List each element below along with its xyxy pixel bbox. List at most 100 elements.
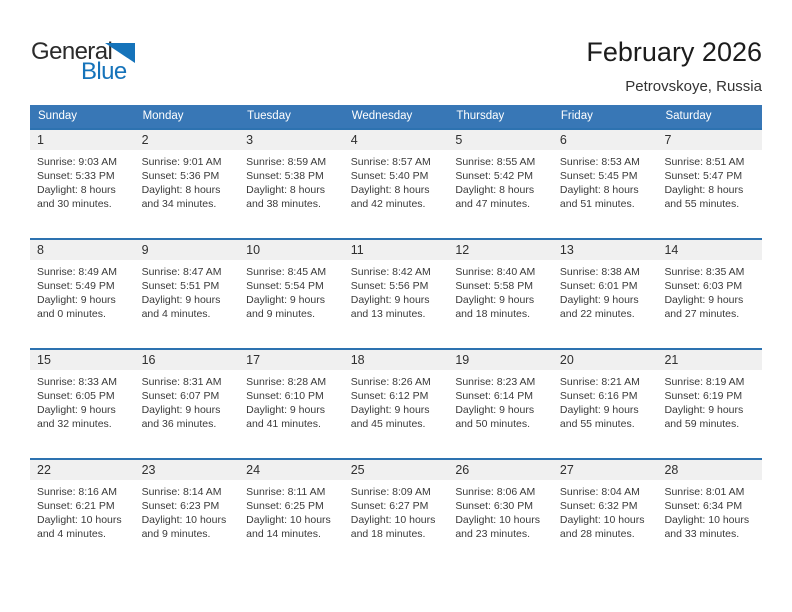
day-sunset-text: Sunset: 6:23 PM xyxy=(141,500,220,512)
day-sunset-text: Sunset: 6:01 PM xyxy=(559,280,638,292)
day-details: Sunrise: 8:23 AM Sunset: 6:14 PM Daylight:… xyxy=(448,370,553,431)
day-number: 7 xyxy=(657,130,763,150)
week-row: 1 Sunrise: 9:03 AM Sunset: 5:33 PM Daylight… xyxy=(30,128,763,238)
weekday-header-row: Sunday Monday Tuesday Wednesday Thursday… xyxy=(30,105,762,128)
day-sunset-text: Sunset: 5:47 PM xyxy=(664,170,743,182)
day-number: 10 xyxy=(239,240,344,260)
day-number: 6 xyxy=(552,130,658,150)
day-sunrise-text: Sunrise: 8:04 AM xyxy=(559,486,640,498)
day-daylight-text: Daylight: 8 hours and 42 minutes. xyxy=(350,184,430,210)
day-daylight-text: Daylight: 10 hours and 28 minutes. xyxy=(559,514,645,540)
day-sunset-text: Sunset: 6:34 PM xyxy=(664,500,743,512)
day-sunset-text: Sunset: 6:14 PM xyxy=(455,390,533,402)
day-cell: 21 Sunrise: 8:19 AM Sunset: 6:19 PM Dayligh… xyxy=(657,350,763,458)
day-sunset-text: Sunset: 5:51 PM xyxy=(141,280,220,292)
day-sunset-text: Sunset: 5:45 PM xyxy=(559,170,638,182)
day-number: 4 xyxy=(343,130,449,150)
weekday-header-wednesday: Wednesday xyxy=(351,110,413,122)
day-sunrise-text: Sunrise: 8:19 AM xyxy=(664,376,745,388)
day-number: 13 xyxy=(552,240,658,260)
day-cell: 25 Sunrise: 8:09 AM Sunset: 6:27 PM Dayligh… xyxy=(343,460,449,568)
day-cell: 10 Sunrise: 8:45 AM Sunset: 5:54 PM Dayligh… xyxy=(239,240,344,348)
day-details: Sunrise: 8:47 AM Sunset: 5:51 PM Daylight:… xyxy=(135,260,240,321)
day-sunrise-text: Sunrise: 9:03 AM xyxy=(37,156,117,168)
day-sunrise-text: Sunrise: 9:01 AM xyxy=(141,156,222,168)
day-details: Sunrise: 8:59 AM Sunset: 5:38 PM Daylight:… xyxy=(239,150,344,211)
day-details: Sunrise: 8:21 AM Sunset: 6:16 PM Daylight:… xyxy=(553,370,658,431)
day-daylight-text: Daylight: 9 hours and 50 minutes. xyxy=(455,404,535,430)
week-row: 15 Sunrise: 8:33 AM Sunset: 6:05 PM Dayligh… xyxy=(30,348,763,458)
day-details: Sunrise: 9:03 AM Sunset: 5:33 PM Daylight:… xyxy=(30,150,135,211)
day-details: Sunrise: 8:11 AM Sunset: 6:25 PM Daylight:… xyxy=(239,480,344,541)
day-daylight-text: Daylight: 8 hours and 47 minutes. xyxy=(455,184,535,210)
day-details: Sunrise: 8:31 AM Sunset: 6:07 PM Daylight:… xyxy=(135,370,240,431)
day-number: 19 xyxy=(448,350,553,370)
day-details: Sunrise: 8:33 AM Sunset: 6:05 PM Daylight:… xyxy=(30,370,135,431)
weekday-header-tuesday: Tuesday xyxy=(247,110,291,122)
day-sunrise-text: Sunrise: 8:31 AM xyxy=(141,376,222,388)
day-daylight-text: Daylight: 9 hours and 18 minutes. xyxy=(455,294,535,320)
day-sunset-text: Sunset: 6:32 PM xyxy=(559,500,638,512)
day-details: Sunrise: 8:35 AM Sunset: 6:03 PM Daylight:… xyxy=(657,260,762,321)
day-number: 9 xyxy=(134,240,240,260)
day-cell: 19 Sunrise: 8:23 AM Sunset: 6:14 PM Dayligh… xyxy=(448,350,553,458)
day-details: Sunrise: 8:28 AM Sunset: 6:10 PM Daylight:… xyxy=(239,370,344,431)
day-details: Sunrise: 8:01 AM Sunset: 6:34 PM Daylight:… xyxy=(657,480,762,541)
general-blue-logo: General Blue xyxy=(31,38,151,88)
day-sunset-text: Sunset: 5:36 PM xyxy=(141,170,220,182)
day-daylight-text: Daylight: 8 hours and 34 minutes. xyxy=(141,184,221,210)
day-number: 20 xyxy=(552,350,658,370)
day-cell: 8 Sunrise: 8:49 AM Sunset: 5:49 PM Daylight… xyxy=(30,240,135,348)
day-daylight-text: Daylight: 9 hours and 45 minutes. xyxy=(350,404,430,430)
day-details: Sunrise: 8:26 AM Sunset: 6:12 PM Daylight:… xyxy=(344,370,449,431)
day-sunset-text: Sunset: 5:49 PM xyxy=(37,280,115,292)
day-cell: 14 Sunrise: 8:35 AM Sunset: 6:03 PM Dayligh… xyxy=(657,240,763,348)
week-row: 8 Sunrise: 8:49 AM Sunset: 5:49 PM Daylight… xyxy=(30,238,763,348)
day-sunrise-text: Sunrise: 8:28 AM xyxy=(246,376,327,388)
day-sunrise-text: Sunrise: 8:35 AM xyxy=(664,266,745,278)
day-cell: 3 Sunrise: 8:59 AM Sunset: 5:38 PM Daylight… xyxy=(239,130,344,238)
day-daylight-text: Daylight: 8 hours and 38 minutes. xyxy=(246,184,325,210)
day-cell: 9 Sunrise: 8:47 AM Sunset: 5:51 PM Daylight… xyxy=(134,240,240,348)
day-sunset-text: Sunset: 5:56 PM xyxy=(350,280,429,292)
day-cell: 6 Sunrise: 8:53 AM Sunset: 5:45 PM Daylight… xyxy=(552,130,658,238)
day-cell: 23 Sunrise: 8:14 AM Sunset: 6:23 PM Dayligh… xyxy=(134,460,240,568)
day-sunset-text: Sunset: 5:38 PM xyxy=(246,170,324,182)
day-number: 8 xyxy=(30,240,135,260)
day-daylight-text: Daylight: 8 hours and 55 minutes. xyxy=(664,184,744,210)
day-sunrise-text: Sunrise: 8:47 AM xyxy=(141,266,222,278)
day-sunrise-text: Sunrise: 8:55 AM xyxy=(455,156,536,168)
day-daylight-text: Daylight: 10 hours and 33 minutes. xyxy=(664,514,750,540)
day-sunset-text: Sunset: 5:58 PM xyxy=(455,280,533,292)
day-number: 21 xyxy=(657,350,763,370)
day-daylight-text: Daylight: 9 hours and 32 minutes. xyxy=(37,404,116,430)
day-details: Sunrise: 8:09 AM Sunset: 6:27 PM Daylight:… xyxy=(344,480,449,541)
day-sunset-text: Sunset: 6:03 PM xyxy=(664,280,743,292)
day-cell: 22 Sunrise: 8:16 AM Sunset: 6:21 PM Dayligh… xyxy=(30,460,135,568)
day-sunset-text: Sunset: 6:12 PM xyxy=(350,390,429,402)
day-number: 15 xyxy=(30,350,135,370)
day-details: Sunrise: 8:53 AM Sunset: 5:45 PM Daylight:… xyxy=(553,150,658,211)
day-sunrise-text: Sunrise: 8:57 AM xyxy=(350,156,431,168)
day-details: Sunrise: 8:14 AM Sunset: 6:23 PM Daylight:… xyxy=(135,480,240,541)
day-sunrise-text: Sunrise: 8:40 AM xyxy=(455,266,536,278)
day-details: Sunrise: 9:01 AM Sunset: 5:36 PM Daylight:… xyxy=(135,150,240,211)
day-sunrise-text: Sunrise: 8:45 AM xyxy=(246,266,327,278)
day-daylight-text: Daylight: 9 hours and 41 minutes. xyxy=(246,404,325,430)
day-sunrise-text: Sunrise: 8:06 AM xyxy=(455,486,536,498)
day-sunrise-text: Sunrise: 8:59 AM xyxy=(246,156,327,168)
day-daylight-text: Daylight: 9 hours and 0 minutes. xyxy=(37,294,116,320)
week-row: 22 Sunrise: 8:16 AM Sunset: 6:21 PM Dayligh… xyxy=(30,458,763,568)
logo-text-general: General xyxy=(31,38,113,65)
day-daylight-text: Daylight: 9 hours and 36 minutes. xyxy=(141,404,221,430)
day-details: Sunrise: 8:42 AM Sunset: 5:56 PM Daylight:… xyxy=(344,260,449,321)
day-cell: 28 Sunrise: 8:01 AM Sunset: 6:34 PM Dayligh… xyxy=(657,460,763,568)
day-sunrise-text: Sunrise: 8:09 AM xyxy=(350,486,431,498)
day-daylight-text: Daylight: 9 hours and 9 minutes. xyxy=(246,294,325,320)
day-number: 14 xyxy=(657,240,763,260)
day-daylight-text: Daylight: 10 hours and 14 minutes. xyxy=(246,514,331,540)
weekday-header-saturday: Saturday xyxy=(665,110,712,122)
day-sunset-text: Sunset: 5:33 PM xyxy=(37,170,115,182)
weekday-header-thursday: Thursday xyxy=(456,110,505,122)
page-title: February 2026 xyxy=(586,37,762,67)
